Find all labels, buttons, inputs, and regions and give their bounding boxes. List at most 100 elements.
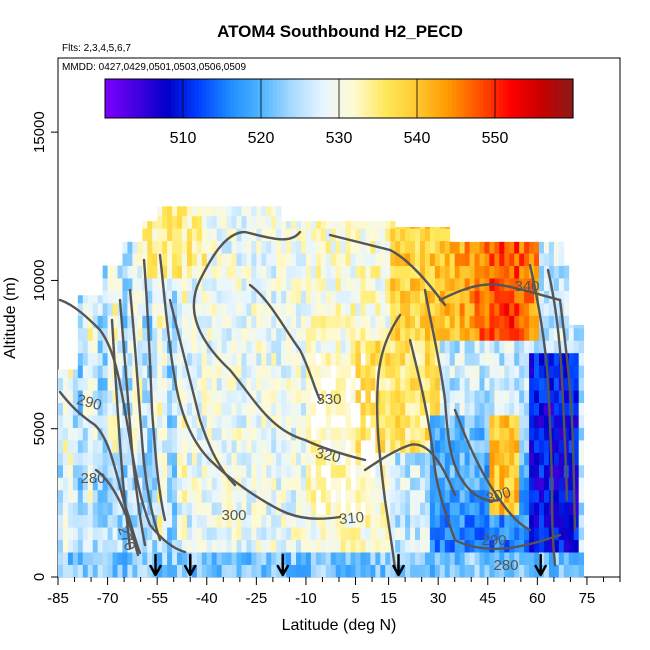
heatmap-cell [58,439,64,453]
heatmap-cell [291,514,297,528]
heatmap-cell [519,377,525,391]
heatmap-cell [563,415,570,428]
heatmap-cell [578,514,585,528]
heatmap-cell [449,278,456,291]
heatmap-cell [231,240,237,254]
heatmap-cell [226,552,232,565]
heatmap-cell [310,278,317,291]
heatmap-cell [459,241,466,254]
heatmap-cell [469,241,475,254]
heatmap-cell [370,253,376,266]
heatmap-cell [201,327,208,341]
heatmap-cell [157,377,163,391]
heatmap-cell [77,514,84,528]
heatmap-cell [226,514,232,528]
heatmap-cell [62,489,69,503]
heatmap-cell [152,253,158,266]
heatmap-cell [172,427,178,441]
heatmap-cell [256,253,262,266]
heatmap-cell [177,240,183,254]
heatmap-cell [499,427,505,441]
colorbar-segment [393,79,399,118]
heatmap-cell [286,315,292,329]
heatmap-cell [543,265,550,279]
heatmap-cell [157,539,163,553]
colorbar-segment [358,79,363,118]
heatmap-cell [315,514,322,528]
heatmap-cell [167,390,173,404]
heatmap-cell [563,265,570,279]
heatmap-cell [77,452,84,466]
heatmap-cell [82,452,89,466]
heatmap-cell [568,564,575,578]
heatmap-cell [142,240,148,254]
heatmap-cell [196,278,203,291]
heatmap-cell [509,265,515,279]
heatmap-cell [92,415,99,428]
heatmap-cell [112,452,118,466]
heatmap-cell [241,340,247,354]
heatmap-cell [231,415,237,428]
colorbar-segment [229,79,235,118]
heatmap-cell [380,278,386,291]
heatmap-cell [340,290,347,304]
heatmap-cell [578,324,585,329]
heatmap-cell [276,315,282,329]
heatmap-cell [543,377,550,391]
heatmap-cell [107,539,113,553]
heatmap-cell [439,427,446,441]
heatmap-cell [424,502,431,516]
heatmap-cell [216,402,223,416]
heatmap-cell [479,439,485,453]
heatmap-cell [216,489,223,503]
heatmap-cell [97,489,104,503]
heatmap-cell [410,253,416,266]
colorbar-segment [257,79,262,118]
heatmap-cell [380,427,386,441]
heatmap-cell [474,241,480,254]
heatmap-cell [330,552,337,565]
heatmap-cell [325,253,332,266]
colorbar-segment [526,79,531,118]
heatmap-cell [127,489,133,503]
heatmap-cell [305,290,312,304]
heatmap-cell [172,240,178,254]
heatmap-cell [177,527,183,541]
heatmap-cell [424,464,431,478]
heatmap-cell [454,327,461,341]
heatmap-cell [514,489,520,503]
heatmap-cell [300,564,307,578]
heatmap-cell [548,340,555,354]
heatmap-cell [360,228,366,242]
heatmap-cell [479,315,485,329]
heatmap-cell [221,514,227,528]
heatmap-cell [558,327,565,341]
heatmap-cell [424,290,431,304]
heatmap-cell [355,352,361,366]
heatmap-cell [330,539,337,553]
heatmap-cell [514,552,520,565]
heatmap-cell [310,539,317,553]
heatmap-cell [162,552,168,565]
heatmap-cell [405,489,411,503]
colorbar-segment [194,79,200,118]
heatmap-cell [429,278,436,291]
heatmap-cell [419,278,426,291]
heatmap-cell [464,390,470,404]
heatmap-cell [122,477,128,491]
heatmap-cell [226,564,232,578]
heatmap-cell [186,365,193,379]
heatmap-cell [112,315,118,329]
heatmap-cell [142,228,148,242]
heatmap-cell [152,390,158,404]
heatmap-cell [152,377,158,391]
heatmap-cell [291,253,297,266]
heatmap-cell [459,377,466,391]
heatmap-cell [236,215,242,229]
heatmap-cell [484,477,490,491]
heatmap-cell [350,527,356,541]
heatmap-cell [385,327,391,341]
colorbar-segment [374,79,379,118]
heatmap-cell [434,489,441,503]
heatmap-cell [62,369,69,379]
